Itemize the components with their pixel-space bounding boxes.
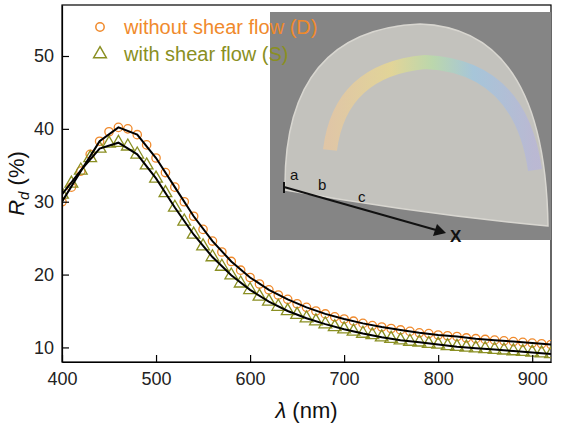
inset-label: a — [290, 166, 299, 183]
plot-frame — [62, 5, 551, 362]
x-tick-label: 400 — [47, 369, 77, 389]
legend-marker — [96, 23, 104, 31]
x-tick-mark — [344, 355, 345, 362]
y-tick-mark — [62, 347, 69, 348]
fit-line — [62, 143, 551, 354]
x-axis-title: λ (nm) — [274, 398, 337, 423]
legend-label: without shear flow (D) — [123, 16, 317, 38]
fit-line — [62, 127, 551, 344]
y-axis-line — [62, 6, 63, 363]
inset-arrow-start — [283, 182, 285, 193]
inset-label: c — [358, 188, 366, 205]
y-tick: 10 — [34, 338, 69, 358]
y-tick: 30 — [34, 192, 69, 212]
inset-background — [270, 12, 551, 240]
chart: a b c X 400 500 600 700 800 900 10 20 30 40 50 λ (nm) Rd… — [0, 0, 563, 432]
inset-label: X — [450, 227, 462, 246]
y-tick-label: 50 — [34, 46, 54, 66]
x-tick-mark — [250, 355, 251, 362]
x-tick-label: 600 — [236, 369, 266, 389]
inset-label: b — [318, 176, 326, 193]
x-tick: 600 — [236, 355, 266, 389]
y-tick: 20 — [34, 265, 69, 285]
y-tick-label: 40 — [34, 119, 54, 139]
x-tick-label: 500 — [142, 369, 172, 389]
x-tick: 500 — [142, 355, 172, 389]
y-tick-mark — [62, 202, 69, 203]
marks — [62, 123, 551, 357]
x-tick-label: 800 — [424, 369, 454, 389]
x-tick-mark — [532, 355, 533, 362]
y-tick: 40 — [34, 119, 69, 139]
y-tick-label: 20 — [34, 265, 54, 285]
x-axis: 400 500 600 700 800 900 — [47, 355, 551, 389]
x-tick-label: 700 — [330, 369, 360, 389]
x-axis-line — [63, 362, 552, 363]
y-tick: 50 — [34, 46, 69, 66]
y-axis: 10 20 30 40 50 — [34, 6, 69, 363]
x-tick: 900 — [518, 355, 548, 389]
data-point — [545, 347, 551, 358]
inset-iridescence — [330, 62, 535, 170]
inset-arrowhead — [433, 224, 446, 236]
legend-marker — [94, 47, 107, 58]
y-tick-mark — [62, 129, 69, 130]
y-tick-label: 30 — [34, 192, 54, 212]
x-tick: 800 — [424, 355, 454, 389]
y-tick-mark — [62, 274, 69, 275]
x-tick-mark — [438, 355, 439, 362]
y-axis-title: Rd (%) — [4, 151, 32, 216]
x-tick: 700 — [330, 355, 360, 389]
x-tick-mark — [156, 355, 157, 362]
legend-label: with shear flow (S) — [123, 43, 289, 65]
inset-arrow — [284, 187, 436, 230]
y-tick-mark — [62, 56, 69, 57]
legend: without shear flow (D) with shear flow (S… — [94, 16, 318, 65]
inset-sample — [285, 24, 548, 226]
y-tick-label: 10 — [34, 338, 54, 358]
x-tick-label: 900 — [518, 369, 548, 389]
inset: a b c X — [270, 12, 551, 246]
